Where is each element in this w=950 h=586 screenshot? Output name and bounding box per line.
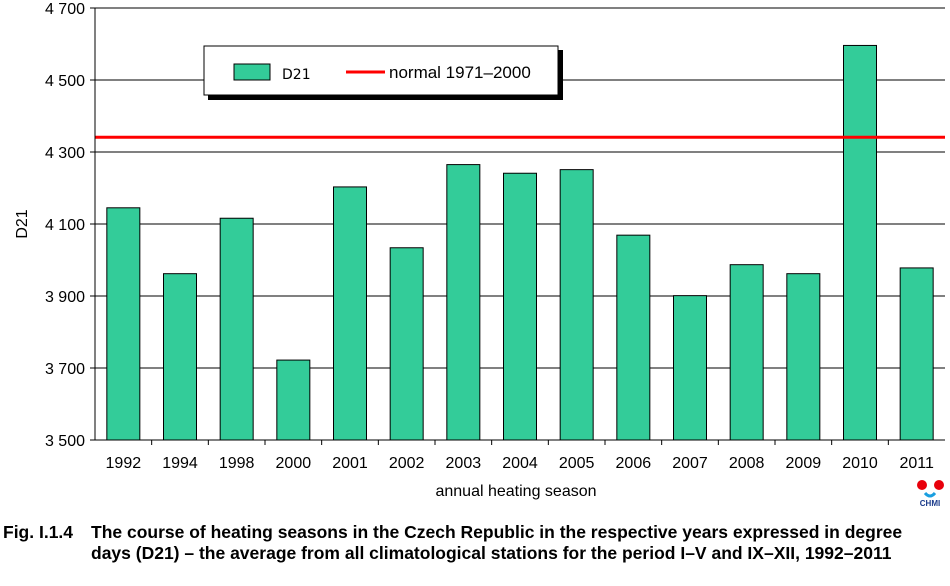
y-tick-label: 3 900 [45,289,85,306]
x-tick-label: 1994 [162,455,198,472]
y-tick-label: 4 300 [45,145,85,162]
bar [673,295,707,441]
bar [446,164,481,441]
caption-text: The course of heating seasons in the Cze… [91,522,903,563]
bars [106,44,934,441]
x-tick-label: 2005 [559,455,595,472]
x-tick-label: 2009 [786,455,822,472]
bar [786,273,821,441]
chmi-logo-mark [917,480,944,498]
y-tick-label: 4 700 [45,1,85,18]
legend: D21 normal 1971–2000 [203,45,563,100]
bar [843,44,877,441]
x-tick-label: 1992 [106,455,142,472]
x-tick-label: 2006 [616,455,652,472]
chmi-logo-text: CHMI [919,499,941,508]
y-tick-label: 4 500 [45,73,85,90]
legend-label-d21: D21 [282,67,311,83]
bar [559,169,594,441]
bar [729,264,764,441]
bar [389,247,424,441]
y-tick-label: 3 700 [45,361,85,378]
x-tick-label: 2003 [446,455,482,472]
x-tick-label: 1998 [219,455,255,472]
x-tick-label: 2010 [842,455,878,472]
bar [163,273,197,441]
y-tick-label: 3 500 [45,433,85,450]
bar [333,186,367,441]
y-axis-label: D21 [14,209,31,238]
x-tick-labels: 1992 1994 1998 2000 2001 2002 2003 2004 2005 2006… [106,455,934,472]
x-tick-label: 2000 [276,455,312,472]
x-axis-label: annual heating season [435,483,596,500]
axes [94,8,945,441]
y-tick-label: 4 100 [45,217,85,234]
bar [106,207,141,441]
x-tick-label: 2004 [502,455,538,472]
x-tick-label: 2011 [899,455,934,472]
x-tick-label: 2001 [332,455,368,472]
chmi-logo: CHMI [913,479,947,511]
bar [219,217,254,441]
x-tick-label: 2008 [729,455,765,472]
bar [899,267,934,441]
bar [616,234,651,441]
y-tick-labels: 3 500 3 700 3 900 4 100 4 300 4 500 4 700 [45,1,85,450]
chart: 3 500 3 700 3 900 4 100 4 300 4 500 4 700 1992… [14,1,945,500]
caption-label: Fig. I.1.4 [3,522,74,542]
bar [276,359,311,441]
bar [503,172,537,441]
x-tick-label: 2002 [389,455,425,472]
legend-label-normal: normal 1971–2000 [389,63,531,82]
x-tick-label: 2007 [672,455,708,472]
legend-swatch-d21 [233,63,271,81]
